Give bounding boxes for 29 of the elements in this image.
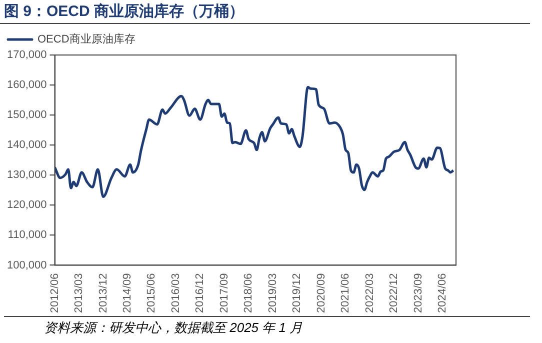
y-tick-label: 150,000 (6, 109, 47, 122)
x-tick-label: 2019/03 (266, 273, 279, 314)
x-tick-label: 2019/12 (291, 273, 304, 314)
y-tick-label: 110,000 (8, 229, 47, 242)
x-tick-label: 2012/06 (48, 273, 61, 314)
x-tick-label: 2020/09 (315, 273, 328, 314)
x-tick-label: 2017/09 (218, 273, 230, 314)
y-tick-label: 130,000 (6, 169, 47, 182)
x-tick-label: 2013/12 (97, 273, 110, 314)
x-tick-label: 2023/09 (412, 273, 424, 314)
y-tick-label: 140,000 (6, 139, 47, 152)
chart-title: 图 9：OECD 商业原油库存（万桶） (0, 0, 530, 24)
x-tick-label: 2022/03 (364, 273, 376, 314)
y-tick-label: 100,000 (6, 259, 47, 272)
x-tick-label: 2018/06 (242, 273, 255, 314)
x-tick-label: 2022/12 (388, 273, 400, 314)
x-tick-label: 2016/03 (170, 273, 182, 314)
y-tick-label: 160,000 (6, 79, 47, 92)
x-tick-label: 2013/03 (73, 273, 86, 314)
x-tick-label: 2021/06 (340, 273, 352, 314)
x-tick-label: 2016/12 (194, 273, 206, 314)
y-tick-label: 120,000 (6, 199, 47, 212)
x-tick-label: 2015/06 (146, 273, 158, 314)
line-series (54, 86, 455, 198)
legend-label: OECD商业原油库存 (38, 32, 136, 46)
y-tick-label: 170,000 (6, 49, 47, 62)
text: 资料来源：研发中心，数据截至 2025 年 1 月 (4, 316, 530, 337)
x-tick-label: 2014/09 (122, 273, 134, 314)
x-tick-label: 2024/06 (436, 273, 449, 314)
